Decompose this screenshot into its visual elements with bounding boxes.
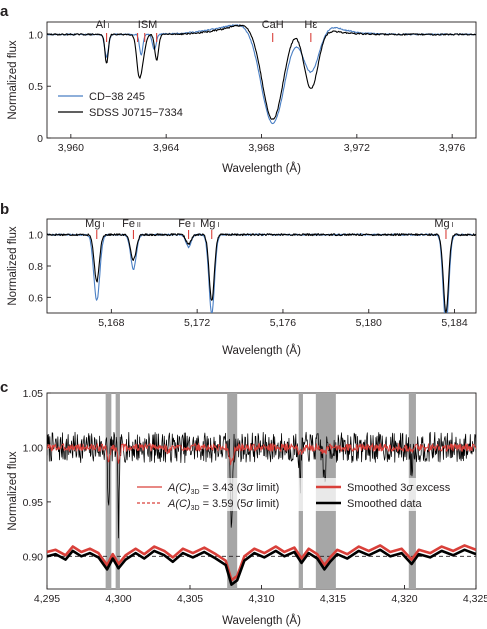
series-line-model [47,443,476,466]
x-axis-label: Wavelength (Å) [222,162,301,175]
y-tick-label: 0 [37,133,43,145]
x-tick-label: 4,295 [34,593,60,605]
legend-label: Smoothed data [347,498,422,510]
panel-c-chart: 4,295 4,300 4,305 4,310 4,315 4,320 4,325 0.90 0… [7,388,487,627]
line-marker-label: Hε [304,19,317,31]
y-tick-label: 0.90 [23,551,44,563]
panel-a-letter: a [0,3,9,20]
x-tick-label: 3,972 [344,142,370,154]
x-axis-label: Wavelength (Å) [222,614,301,627]
line-marker-ion: I [215,222,219,229]
line-marker-label: Mg I [85,218,104,230]
y-tick-label: 0.5 [28,81,43,93]
x-axis-label: Wavelength (Å) [222,344,301,357]
y-tick-label: 0.8 [28,261,43,273]
x-tick-label: 4,300 [105,593,131,605]
y-tick-label: 0.95 [23,497,44,509]
panel-b-letter: b [0,201,9,218]
legend-label-part: = 3.59 (5 [200,498,247,510]
line-marker-label: ISM [138,19,158,31]
x-tick-label: 4,320 [391,593,417,605]
legend-label-part: A(C) [167,482,191,494]
legend-label: SDSS J0715−7334 [89,107,183,119]
line-marker-ion: I [106,23,110,30]
line-marker-ion: I [100,222,104,229]
legend-label-part: = 3.43 (3 [200,482,247,494]
series-line-smoothed-data [47,548,476,586]
legend-label-sub: 3D [191,505,200,512]
y-tick-label: 1.0 [28,29,43,41]
panel-b-chart: 5,168 5,172 5,176 5,180 5,184 0.6 0.8 1.0 Wavele… [7,218,477,357]
legend-left: A(C)3D = 3.43 (3σ limit)A(C)3D = 3.59 (5… [133,478,305,512]
legend-label-part: limit) [253,498,279,510]
panel-a-chart: 3,960 3,964 3,968 3,972 3,976 0 0.5 1.0 Waveleng… [7,19,477,175]
x-tick-label: 3,976 [439,142,465,154]
x-tick-label: 3,968 [248,142,274,154]
line-marker-label: Al I [96,19,110,31]
legend-label-sigma: σ [246,498,253,510]
x-tick-label: 4,315 [320,593,346,605]
x-tick-label: 5,180 [356,317,382,329]
legend-label: Smoothed 3σ excess [347,482,451,494]
y-tick-label: 0.6 [28,292,43,304]
legend-right: Smoothed 3σ excess Smoothed data [311,478,471,511]
x-tick-label: 3,960 [58,142,84,154]
x-tick-label: 4,325 [463,593,487,605]
legend-label-part: Smoothed data [347,498,422,510]
legend-label-part: A(C) [167,498,191,510]
legend: CD−38 245 SDSS J0715−7334 [58,91,183,119]
x-tick-label: 3,964 [153,142,179,154]
x-tick-label: 4,305 [177,593,203,605]
line-marker-ion: II [135,222,141,229]
legend-label: A(C)3D = 3.43 (3σ limit) [167,482,279,496]
y-axis-label: Normalized flux [7,40,19,119]
legend-label-part: excess [413,482,451,494]
x-tick-label: 5,168 [98,317,124,329]
legend-label-part: limit) [253,482,279,494]
line-marker-ion: I [450,222,454,229]
line-marker-label: Fe I [178,218,195,230]
legend-background [311,478,471,511]
plot-frame [46,218,477,314]
series-line-sdss-j0715-7334 [47,24,476,120]
line-marker-ion: I [191,222,195,229]
legend-label-sigma: σ [406,482,413,494]
panel-c-letter: c [0,379,8,396]
line-marker-label: Mg I [200,218,219,230]
legend-background [133,478,305,511]
x-tick-label: 5,176 [270,317,296,329]
shaded-region [105,393,112,589]
legend-label-part: Smoothed 3 [347,482,406,494]
y-tick-label: 1.0 [28,230,43,242]
line-marker-label: CaH [262,19,284,31]
legend-label-sigma: σ [246,482,253,494]
x-tick-label: 5,184 [441,317,467,329]
legend-label-sub: 3D [191,489,200,496]
y-axis-label: Normalized flux [7,451,19,530]
y-tick-label: 1.05 [23,388,44,400]
y-axis-label: Normalized flux [7,226,19,305]
legend-label: A(C)3D = 3.59 (5σ limit) [167,498,279,512]
x-tick-label: 5,172 [184,317,210,329]
line-marker-label: Mg I [434,218,453,230]
x-tick-label: 4,310 [248,593,274,605]
series-line-sdss-j0715-7334 [47,233,476,313]
y-tick-label: 1.00 [23,442,44,454]
legend-label: CD−38 245 [89,91,145,103]
line-marker-label: Fe II [122,218,141,230]
series-line-smoothed-excess [47,544,476,582]
